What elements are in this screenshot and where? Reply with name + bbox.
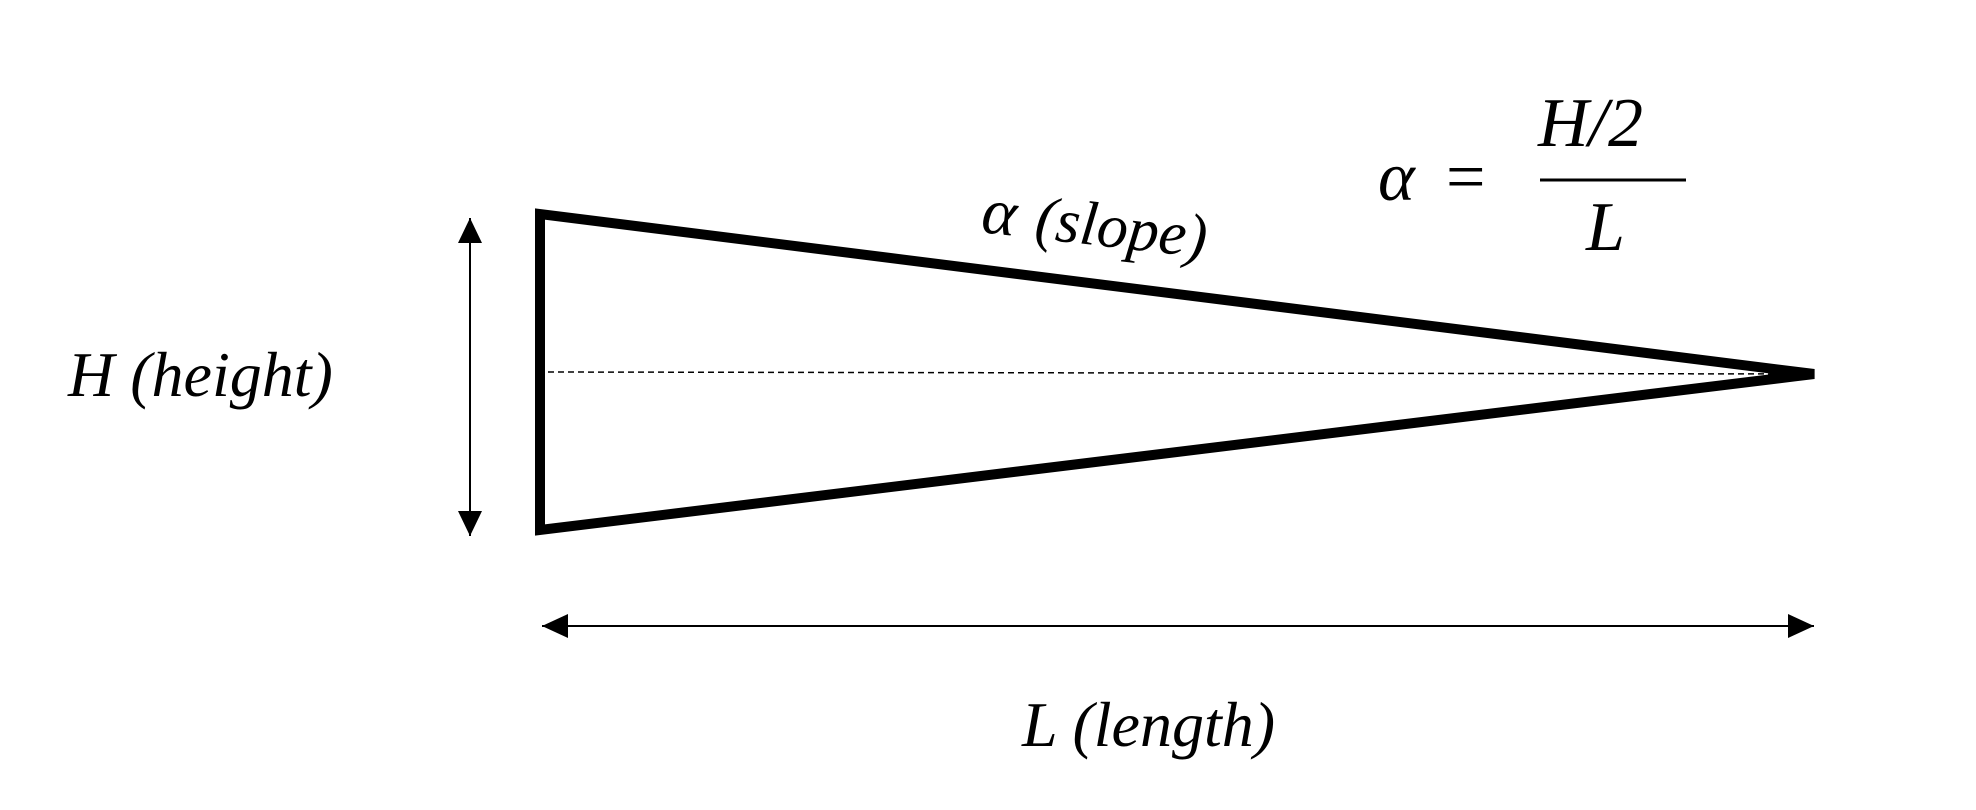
slope-label: α (slope) xyxy=(978,174,1211,271)
formula-alpha: α xyxy=(1378,139,1416,216)
wedge-triangle xyxy=(535,208,1815,536)
height-label: H (height) xyxy=(67,339,333,410)
length-label: L (length) xyxy=(1021,689,1275,760)
slope-symbol: α xyxy=(978,174,1022,251)
height-arrow-bottom-head xyxy=(458,511,482,536)
formula-denominator: L xyxy=(1585,189,1625,266)
length-arrow-left-head xyxy=(542,614,568,638)
formula-numerator: H/2 xyxy=(1537,85,1643,162)
slope-text: (slope) xyxy=(1032,184,1211,271)
length-arrow-right-head xyxy=(1788,614,1814,638)
slope-formula: α = H/2 L xyxy=(1378,85,1686,266)
centerline-dashed xyxy=(547,371,1807,375)
formula-equals: = xyxy=(1446,139,1485,216)
height-arrow-top-head xyxy=(458,218,482,243)
